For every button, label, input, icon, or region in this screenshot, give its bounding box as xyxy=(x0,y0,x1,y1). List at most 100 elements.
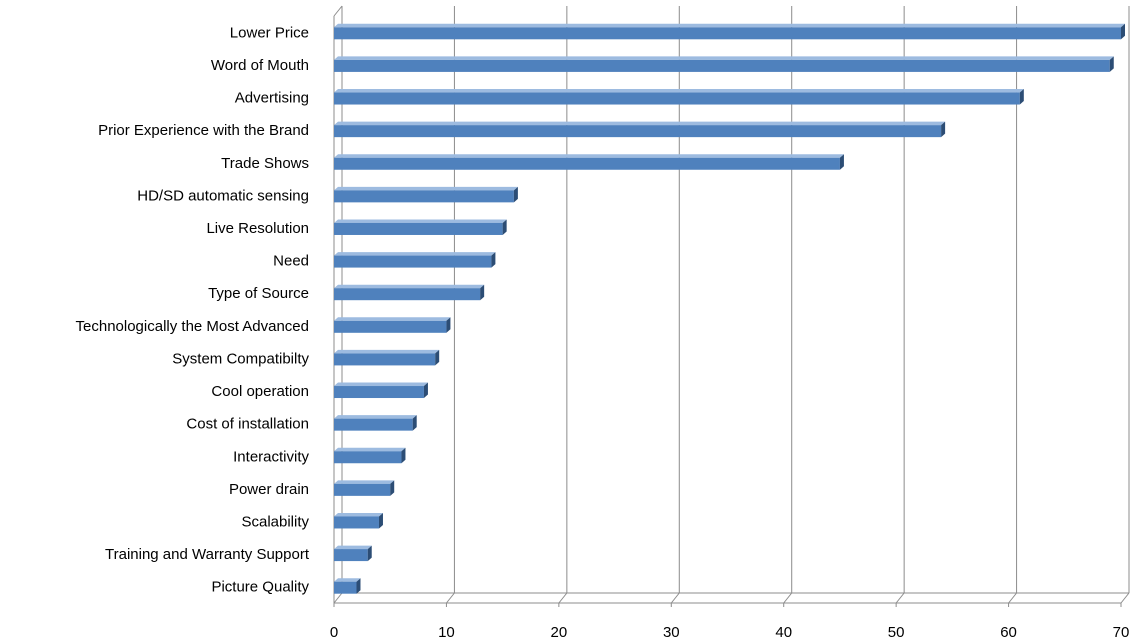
bar-end-face xyxy=(378,512,383,529)
floor-gridline xyxy=(333,592,343,604)
floor-gridline xyxy=(783,592,793,604)
bar-end-face xyxy=(435,349,440,366)
bar-end-face xyxy=(446,317,451,333)
bar-front-face xyxy=(334,516,379,529)
bar-front-face xyxy=(334,190,514,203)
bar-end-face xyxy=(356,578,361,594)
bar-front-face xyxy=(334,255,492,268)
bar xyxy=(334,480,395,496)
bar xyxy=(334,349,440,366)
floor-gridline xyxy=(670,592,680,604)
bar-front-face xyxy=(334,157,840,170)
category-label: Power drain xyxy=(229,481,309,498)
bar xyxy=(334,545,372,562)
floor-gridline xyxy=(558,592,568,604)
category-label: Interactivity xyxy=(233,448,309,465)
bar-top-face xyxy=(334,349,440,354)
category-label: Cool operation xyxy=(211,383,309,400)
bar-end-face xyxy=(491,252,496,268)
bar-top-face xyxy=(334,317,451,321)
axes xyxy=(333,5,1129,607)
bar xyxy=(334,512,383,529)
floor-gridline xyxy=(446,592,455,604)
category-label: Cost of installation xyxy=(186,416,309,433)
bar-top-face xyxy=(334,121,946,126)
bar-top-face xyxy=(334,578,361,582)
x-tick-label: 50 xyxy=(888,624,905,641)
bar-top-face xyxy=(334,154,844,158)
bar-front-face xyxy=(334,288,481,301)
x-tick-label: 30 xyxy=(663,624,680,641)
category-label: Technologically the Most Advanced xyxy=(76,318,309,335)
x-tick-label: 60 xyxy=(1000,624,1017,641)
bar xyxy=(334,317,451,333)
bar-front-face xyxy=(334,59,1110,72)
bar-top-face xyxy=(334,252,496,256)
bar-top-face xyxy=(334,23,1125,28)
bar xyxy=(334,447,406,464)
category-label: HD/SD automatic sensing xyxy=(137,187,309,204)
category-label: Training and Warranty Support xyxy=(105,546,310,563)
bars xyxy=(334,23,1125,594)
category-labels: Lower Price Word of Mouth Advertising Prior… xyxy=(76,24,310,595)
x-tick-label: 0 xyxy=(330,624,338,641)
bar-front-face xyxy=(334,320,447,333)
category-label: Live Resolution xyxy=(206,220,309,237)
bar xyxy=(334,284,485,301)
x-tick-label: 40 xyxy=(775,624,792,641)
bar-front-face xyxy=(334,581,357,594)
bar-end-face xyxy=(480,284,485,301)
bar-front-face xyxy=(334,92,1020,105)
bar-end-face xyxy=(1019,89,1024,105)
bar-end-face xyxy=(839,154,844,170)
category-label: Picture Quality xyxy=(211,579,309,596)
bar-front-face xyxy=(334,27,1121,40)
bar-front-face xyxy=(334,222,503,235)
bar xyxy=(334,382,428,399)
category-label: System Compatibilty xyxy=(172,350,309,367)
bar-front-face xyxy=(334,549,368,562)
floor-gridline xyxy=(1120,592,1130,604)
category-label: Lower Price xyxy=(230,24,309,41)
bar-end-face xyxy=(1121,23,1125,40)
bar-top-face xyxy=(334,219,507,223)
bar-top-face xyxy=(334,89,1024,93)
x-tick-label: 70 xyxy=(1113,624,1130,641)
bar-front-face xyxy=(334,418,413,431)
bar-top-face xyxy=(334,480,395,484)
bar xyxy=(334,23,1125,40)
bar xyxy=(334,252,496,268)
category-label: Type of Source xyxy=(208,285,309,302)
bar-end-face xyxy=(513,186,518,203)
bar-front-face xyxy=(334,386,424,399)
bar-front-face xyxy=(334,125,942,138)
bar xyxy=(334,121,946,138)
bar-end-face xyxy=(412,415,417,431)
bar xyxy=(334,186,518,203)
bar-top-face xyxy=(334,447,406,452)
category-label: Scalability xyxy=(241,513,309,530)
bar-end-face xyxy=(423,382,428,399)
bar-top-face xyxy=(334,545,372,550)
bar xyxy=(334,578,361,594)
bar xyxy=(334,415,417,431)
bar-end-face xyxy=(367,545,372,562)
bar-end-face xyxy=(1109,56,1114,72)
bar xyxy=(334,56,1114,72)
category-label: Need xyxy=(273,253,309,270)
category-label: Word of Mouth xyxy=(211,57,309,74)
category-label: Advertising xyxy=(235,90,309,107)
floor-gridline xyxy=(1008,592,1017,604)
floor-gridline xyxy=(895,592,905,604)
category-label: Prior Experience with the Brand xyxy=(98,122,309,139)
bar-top-face xyxy=(334,56,1114,60)
bar-top-face xyxy=(334,186,518,191)
bar-end-face xyxy=(502,219,507,235)
bar-front-face xyxy=(334,483,391,496)
bar-end-face xyxy=(390,480,395,496)
bar xyxy=(334,219,507,235)
bar-top-face xyxy=(334,284,485,289)
bar-top-face xyxy=(334,382,428,387)
bar-end-face xyxy=(401,447,406,464)
